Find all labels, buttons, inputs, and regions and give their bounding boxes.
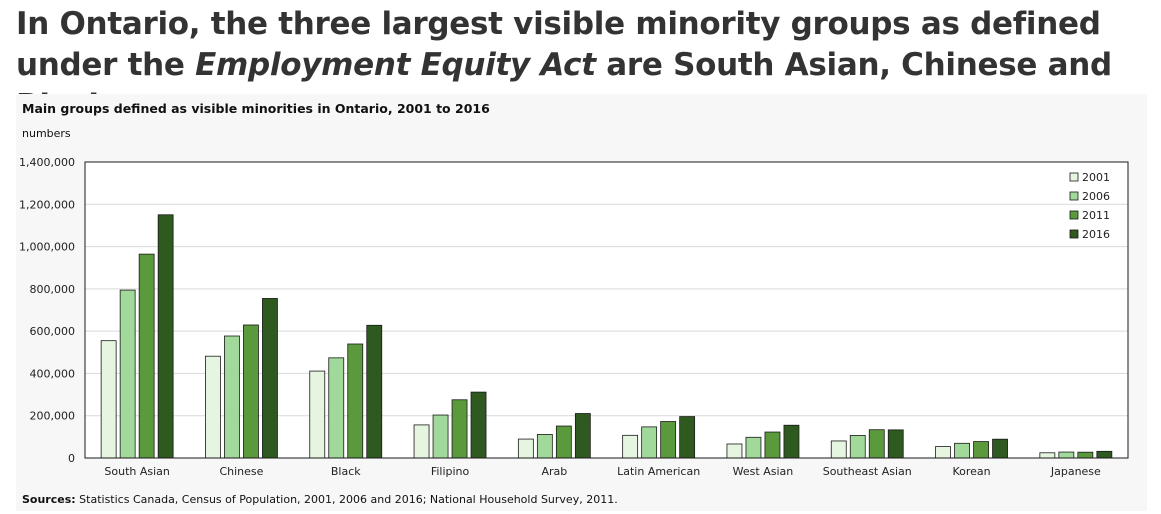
bar-2006 xyxy=(745,436,762,459)
bar-2016 xyxy=(783,424,800,459)
bar-2006 xyxy=(224,335,240,459)
bar-2001 xyxy=(517,438,534,459)
chart-title: Main groups defined as visible minoritie… xyxy=(22,101,490,116)
source-label: Sources: xyxy=(22,493,76,506)
y-tick-label: 1,200,000 xyxy=(19,198,75,211)
bar-2011 xyxy=(555,425,572,459)
x-tick-label: Southeast Asian xyxy=(823,465,912,478)
y-tick-label: 0 xyxy=(68,452,75,465)
y-tick-label: 400,000 xyxy=(30,367,76,380)
bar-2011 xyxy=(347,343,364,459)
x-tick-label: Chinese xyxy=(219,465,263,478)
bar-2001 xyxy=(1039,452,1056,459)
bar-2016 xyxy=(679,416,696,459)
y-tick-label: 600,000 xyxy=(30,325,76,338)
plot-border xyxy=(84,161,1129,459)
bar-2016 xyxy=(366,324,383,459)
x-tick-label: West Asian xyxy=(733,465,794,478)
x-tick-label: Korean xyxy=(952,465,990,478)
legend-label: 2006 xyxy=(1082,190,1110,203)
source-text: Statistics Canada, Census of Population,… xyxy=(75,493,618,506)
headline-part1: In Ontario, the three largest visible mi… xyxy=(16,6,1101,83)
y-tick-label: 200,000 xyxy=(30,410,76,423)
bar-2006 xyxy=(1058,451,1075,459)
y-tick-label: 800,000 xyxy=(30,283,76,296)
bar-2011 xyxy=(868,429,885,459)
bar-2011 xyxy=(660,421,677,459)
bar-2016 xyxy=(157,214,174,459)
bar-2016 xyxy=(992,438,1008,459)
bar-2011 xyxy=(138,253,155,459)
x-tick-label: Latin American xyxy=(617,465,700,478)
bar-2006 xyxy=(954,442,970,459)
x-tick-label: Japanese xyxy=(1050,465,1101,478)
legend-label: 2011 xyxy=(1082,209,1110,222)
legend-label: 2001 xyxy=(1082,171,1110,184)
bar-2006 xyxy=(328,357,345,459)
bar-2006 xyxy=(536,434,553,459)
x-tick-label: Black xyxy=(331,465,361,478)
bar-2001 xyxy=(935,446,951,459)
bar-2006 xyxy=(119,289,136,459)
x-tick-label: Arab xyxy=(541,465,567,478)
bar-2011 xyxy=(243,324,259,459)
bar-2016 xyxy=(262,298,278,459)
bar-2001 xyxy=(205,355,221,459)
bar-2011 xyxy=(451,399,468,459)
legend-swatch xyxy=(1069,172,1079,182)
plot-area xyxy=(85,162,1128,458)
x-tick-label: Filipino xyxy=(431,465,470,478)
bar-2001 xyxy=(622,434,639,459)
y-axis-unit-label: numbers xyxy=(22,127,71,140)
legend-swatch xyxy=(1069,210,1079,220)
bar-2011 xyxy=(764,431,781,459)
source-note: Sources: Statistics Canada, Census of Po… xyxy=(22,493,618,506)
legend-swatch xyxy=(1069,229,1079,239)
bar-2006 xyxy=(641,426,658,459)
bar-2016 xyxy=(887,429,904,459)
x-tick-label: South Asian xyxy=(104,465,170,478)
legend-swatch xyxy=(1069,191,1079,201)
bar-2006 xyxy=(432,414,449,459)
headline-emphasis: Employment Equity Act xyxy=(195,47,596,83)
bar-2006 xyxy=(849,435,866,459)
legend-label: 2016 xyxy=(1082,228,1110,241)
bar-2001 xyxy=(100,340,117,459)
bar-2016 xyxy=(470,391,487,459)
bar-2001 xyxy=(309,370,326,459)
y-tick-label: 1,000,000 xyxy=(19,241,75,254)
bar-2016 xyxy=(1096,450,1113,459)
bar-2001 xyxy=(830,440,847,459)
bar-2011 xyxy=(1077,451,1094,459)
bar-2011 xyxy=(973,441,989,459)
y-tick-label: 1,400,000 xyxy=(19,156,75,169)
bar-2016 xyxy=(574,413,591,459)
bar-2001 xyxy=(726,443,743,459)
bar-2001 xyxy=(413,424,430,459)
